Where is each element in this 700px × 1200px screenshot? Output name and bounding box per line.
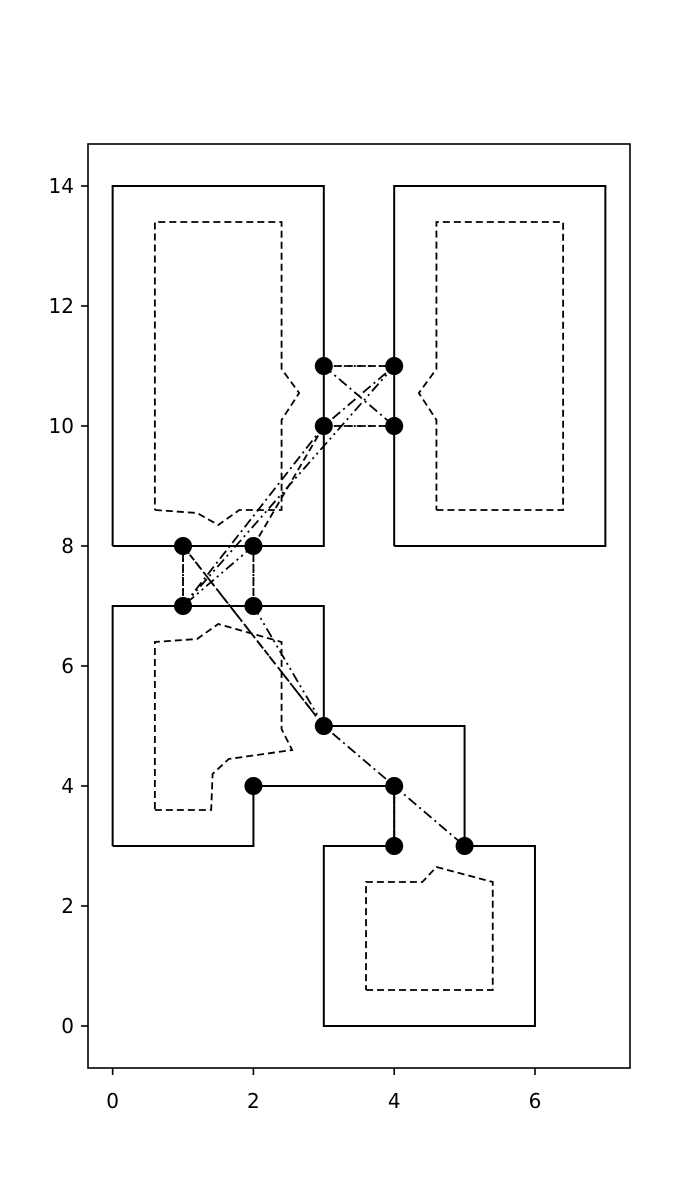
y-axis: 0 2 4 6 8 10 12 14 — [49, 174, 88, 1038]
room-outline-solid-line — [111, 185, 325, 547]
route-dash-dot-dot-line — [182, 545, 255, 607]
node-marker — [385, 417, 404, 435]
route-dash-dot-dot-line — [182, 365, 395, 607]
room-outline-solid-line — [393, 185, 607, 547]
route-dash-dot-line — [323, 365, 395, 427]
node-marker — [244, 597, 263, 615]
y-tick-label: 2 — [61, 894, 74, 918]
series-route-dash-dot-dot — [182, 365, 395, 787]
node-marker — [244, 777, 263, 795]
series-inner-outline-dashed — [153, 221, 565, 991]
x-tick-label: 0 — [106, 1089, 119, 1113]
y-tick-label: 14 — [49, 174, 74, 198]
y-tick-label: 8 — [61, 534, 74, 558]
node-marker — [174, 597, 193, 615]
chart-series — [111, 185, 607, 1027]
route-dash-dot-dot-line — [252, 605, 325, 727]
y-tick-label: 6 — [61, 654, 74, 678]
node-marker — [314, 417, 333, 435]
x-tick-label: 4 — [388, 1089, 401, 1113]
inner-outline-dashed-line — [417, 221, 565, 511]
plot-frame — [87, 143, 631, 1069]
node-marker — [314, 357, 333, 375]
x-tick-label: 6 — [529, 1089, 542, 1113]
x-tick-label: 2 — [247, 1089, 260, 1113]
node-marker — [174, 537, 193, 555]
series-node-marker — [174, 357, 474, 855]
inner-outline-dashed-line — [153, 623, 294, 811]
node-marker — [314, 717, 333, 735]
node-marker — [455, 837, 474, 855]
node-marker — [385, 837, 404, 855]
y-tick-label: 4 — [61, 774, 74, 798]
inner-outline-dashed-line — [365, 865, 494, 991]
node-marker — [385, 777, 404, 795]
inner-outline-dashed-line — [153, 221, 301, 527]
y-tick-label: 12 — [49, 294, 74, 318]
y-tick-label: 0 — [61, 1014, 74, 1038]
y-tick-label: 10 — [49, 414, 74, 438]
node-marker — [385, 357, 404, 375]
node-marker — [244, 537, 263, 555]
room-outline-solid-line — [111, 605, 536, 1027]
x-axis: 0 2 4 6 — [106, 1068, 541, 1113]
